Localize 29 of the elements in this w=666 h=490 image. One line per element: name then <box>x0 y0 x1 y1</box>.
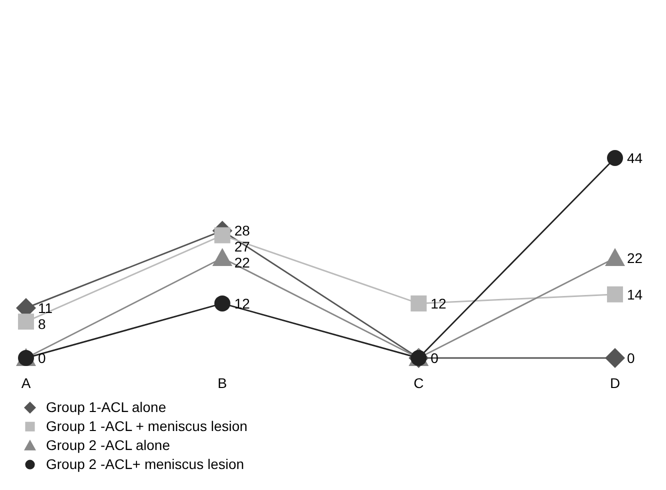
point <box>607 286 623 302</box>
data-label: 22 <box>627 250 643 266</box>
point <box>410 295 427 312</box>
legend-label: Group 1 -ACL + meniscus lesion <box>46 417 248 436</box>
point <box>212 248 232 266</box>
legend-label: Group 1-ACL alone <box>46 398 166 417</box>
data-label: 12 <box>430 295 446 312</box>
point <box>605 348 625 368</box>
data-label: 11 <box>38 300 53 316</box>
data-label: 22 <box>234 254 250 271</box>
legend-label: Group 2 -ACL alone <box>46 436 170 455</box>
x-tick-label: A <box>21 374 32 391</box>
data-label: 14 <box>627 286 643 302</box>
data-label: 28 <box>234 222 250 239</box>
data-label: 0 <box>38 350 46 366</box>
data-label: 0 <box>627 350 635 366</box>
data-label: 27 <box>234 238 250 255</box>
x-tick-label: B <box>218 374 228 391</box>
point <box>605 248 625 266</box>
point <box>607 150 623 166</box>
point <box>214 227 230 244</box>
x-tick-label: C <box>414 374 424 391</box>
legend-label: Group 2 -ACL+ meniscus lesion <box>46 455 244 474</box>
point <box>18 314 34 330</box>
data-label: 44 <box>627 150 643 166</box>
data-label: 12 <box>234 295 250 312</box>
data-label: 8 <box>38 316 46 332</box>
point <box>214 295 230 312</box>
x-tick-label: D <box>610 374 620 391</box>
